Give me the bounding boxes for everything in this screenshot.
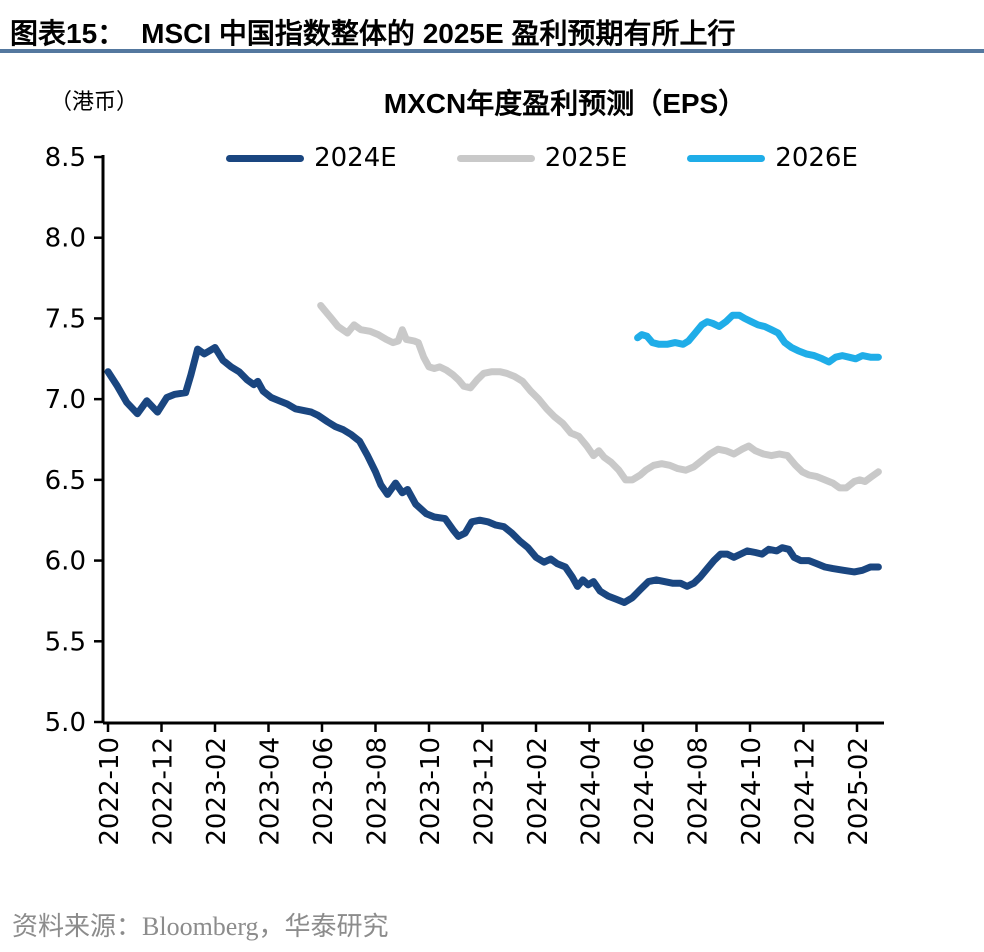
x-tick-label: 2023-02	[202, 737, 232, 846]
legend-swatch-2025e	[456, 154, 535, 162]
chart-title: MXCN年度盈利预测（EPS）	[383, 88, 747, 119]
caption-underline	[0, 49, 984, 53]
legend-swatch-2024e	[226, 154, 305, 162]
y-tick-label: 6.5	[45, 466, 86, 496]
y-tick-label: 8.0	[45, 224, 86, 254]
legend-item-2025e: 2025E	[456, 143, 628, 173]
y-tick-label: 7.5	[45, 304, 86, 334]
x-tick-label: 2024-10	[737, 737, 767, 846]
x-tick-label: 2023-08	[363, 737, 393, 846]
series-line-2024E	[104, 344, 882, 606]
x-tick-label: 2023-06	[309, 737, 339, 846]
x-tick-label: 2022-12	[149, 737, 179, 846]
figure-caption: 图表15： MSCI 中国指数整体的 2025E 盈利预期有所上行	[10, 12, 735, 52]
y-tick-label: 5.5	[45, 627, 86, 657]
y-tick-label: 6.0	[45, 547, 86, 577]
x-tick-label: 2023-10	[416, 737, 446, 846]
legend-item-2024e: 2024E	[226, 143, 397, 173]
legend-label-2026e: 2026E	[775, 143, 858, 173]
x-tick-label: 2024-06	[630, 737, 660, 846]
x-tick-label: 2023-12	[470, 737, 500, 846]
y-tick-label: 7.0	[45, 385, 86, 415]
series-line-2025E	[317, 302, 882, 492]
x-tick-label: 2024-08	[684, 737, 714, 846]
y-tick-label: 5.0	[45, 708, 86, 738]
x-tick-label: 2025-02	[844, 737, 874, 846]
legend-item-2026e: 2026E	[687, 143, 858, 173]
x-tick-label: 2024-12	[791, 737, 821, 846]
source-note: 资料来源：Bloomberg，华泰研究	[12, 912, 389, 941]
legend-label-2025e: 2025E	[544, 143, 628, 173]
x-tick-label: 2023-04	[256, 737, 286, 846]
series-line-2026E	[634, 311, 882, 366]
chart-legend: 2024E 2025E 2026E	[100, 143, 984, 173]
y-tick-label: 8.5	[45, 143, 86, 173]
figure-caption-title: MSCI 中国指数整体的 2025E 盈利预期有所上行	[141, 18, 736, 49]
legend-swatch-2026e	[687, 154, 766, 162]
figure-caption-number: 图表15：	[10, 18, 126, 49]
x-tick-label: 2024-02	[523, 737, 553, 846]
x-tick-label: 2022-10	[95, 737, 125, 846]
legend-label-2024e: 2024E	[314, 143, 397, 173]
y-axis-unit-label: （港币）	[50, 89, 139, 114]
x-tick-label: 2024-04	[577, 737, 607, 846]
